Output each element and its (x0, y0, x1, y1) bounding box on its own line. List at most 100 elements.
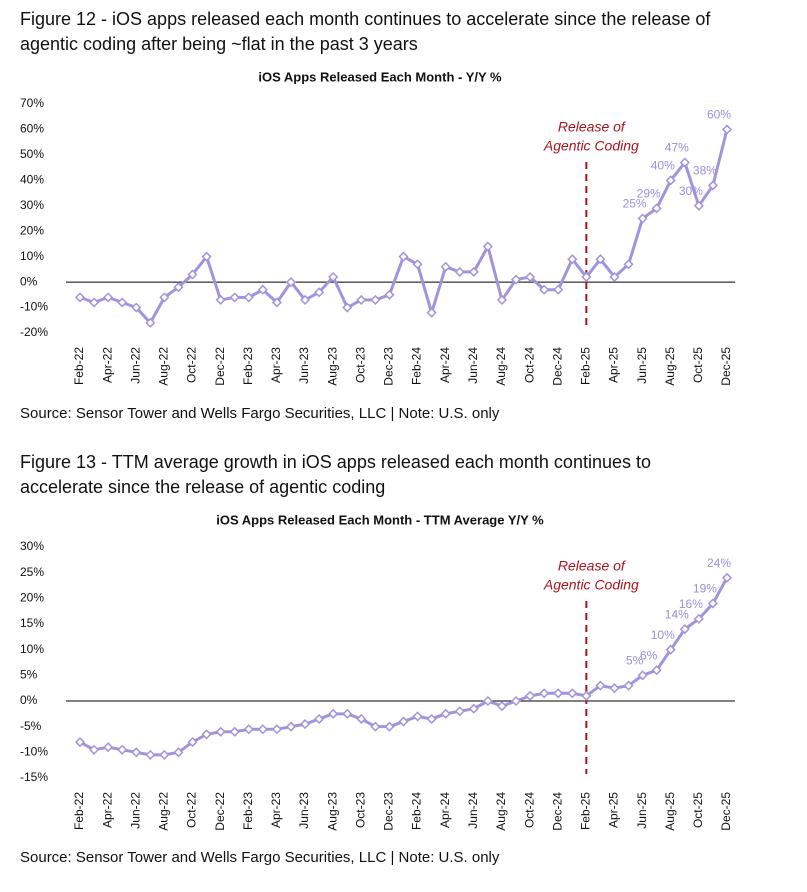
marker (257, 284, 268, 295)
y-tick-label: 10% (20, 249, 44, 263)
x-tick-label: Oct-22 (185, 792, 199, 828)
marker (623, 259, 634, 270)
data-label: 5% (626, 654, 644, 668)
marker (201, 729, 212, 740)
x-tick-label: Oct-25 (691, 792, 705, 828)
data-label: 29% (637, 186, 661, 200)
marker (103, 742, 114, 753)
x-tick-label: Oct-24 (522, 347, 536, 383)
marker (89, 297, 100, 308)
marker (609, 683, 620, 694)
marker (398, 251, 409, 262)
marker (707, 180, 718, 191)
figure-caption: Figure 13 - TTM average growth in iOS ap… (20, 452, 651, 472)
y-tick-label: 25% (20, 565, 44, 579)
y-tick-label: 5% (20, 668, 38, 682)
x-tick-label: Oct-24 (522, 792, 536, 828)
marker (229, 292, 240, 303)
annotation-text: Release of (558, 119, 627, 135)
data-label: 19% (693, 582, 717, 596)
marker (539, 284, 550, 295)
marker (74, 737, 86, 748)
x-tick-label: Aug-25 (663, 792, 677, 831)
x-tick-label: Apr-24 (438, 347, 452, 383)
marker (679, 624, 690, 635)
marker (510, 274, 522, 285)
marker (398, 716, 409, 727)
x-tick-label: Apr-25 (607, 792, 621, 828)
marker (721, 572, 733, 583)
marker (243, 724, 254, 735)
y-tick-label: 60% (20, 122, 44, 136)
marker (173, 282, 184, 293)
marker (187, 737, 198, 748)
x-tick-label: Apr-25 (607, 347, 621, 383)
marker (440, 261, 451, 272)
y-tick-label: 0% (20, 274, 38, 288)
data-label: 14% (665, 607, 689, 621)
marker (482, 695, 493, 707)
x-tick-label: Apr-23 (269, 347, 283, 383)
y-tick-label: -10% (20, 745, 48, 759)
marker (581, 690, 592, 701)
x-tick-label: Dec-25 (719, 792, 733, 831)
data-label: 30% (679, 184, 703, 198)
x-tick-label: Apr-22 (100, 347, 114, 383)
source: Source: Sensor Tower and Wells Fargo Sec… (20, 405, 500, 422)
x-tick-label: Jun-25 (635, 347, 649, 384)
marker (468, 266, 479, 277)
x-tick-label: Dec-25 (719, 347, 733, 386)
figure-caption: Figure 12 - iOS apps released each month… (20, 9, 711, 29)
marker (370, 294, 381, 305)
data-label: 6% (640, 648, 658, 662)
chart-title: iOS Apps Released Each Month - TTM Avera… (216, 512, 544, 527)
y-tick-label: 70% (20, 96, 44, 110)
figure-caption: agentic coding after being ~flat in the … (20, 34, 418, 54)
marker (539, 688, 550, 699)
y-tick-label: -5% (20, 719, 42, 733)
x-tick-label: Apr-22 (100, 792, 114, 828)
marker (131, 747, 142, 758)
data-label: 40% (651, 159, 675, 173)
marker (328, 271, 339, 283)
annotation-text: Release of (558, 558, 627, 574)
x-tick-label: Jun-24 (466, 792, 480, 829)
y-tick-label: -20% (20, 325, 48, 339)
x-tick-label: Jun-23 (297, 347, 311, 384)
figure-caption: accelerate since the release of agentic … (20, 477, 385, 497)
y-tick-label: 30% (20, 198, 44, 212)
marker (707, 598, 718, 609)
marker (145, 749, 156, 760)
y-tick-label: 15% (20, 616, 44, 630)
marker (285, 277, 297, 288)
marker (299, 294, 311, 305)
x-tick-label: Aug-25 (663, 347, 677, 386)
marker (356, 294, 367, 305)
x-tick-label: Apr-24 (438, 792, 452, 828)
x-tick-label: Oct-22 (185, 347, 199, 383)
marker (651, 203, 662, 214)
y-tick-label: 10% (20, 642, 44, 656)
marker (595, 254, 606, 265)
y-tick-label: 20% (20, 591, 44, 605)
x-tick-label: Dec-23 (382, 792, 396, 831)
marker (314, 713, 325, 725)
x-tick-label: Aug-22 (157, 792, 171, 831)
marker (257, 724, 268, 735)
marker (285, 721, 297, 732)
x-tick-label: Feb-23 (241, 792, 255, 830)
marker (201, 251, 212, 262)
marker (553, 688, 564, 699)
x-tick-label: Dec-23 (382, 347, 396, 386)
x-tick-label: Aug-24 (494, 792, 508, 831)
x-tick-label: Oct-23 (353, 347, 367, 383)
marker (651, 665, 662, 676)
x-tick-label: Feb-24 (410, 792, 424, 830)
marker (426, 307, 437, 318)
marker (482, 241, 493, 252)
marker (117, 744, 128, 755)
marker (159, 749, 170, 760)
x-tick-label: Aug-24 (494, 347, 508, 386)
x-tick-label: Dec-24 (550, 792, 564, 831)
y-tick-label: 30% (20, 539, 44, 553)
